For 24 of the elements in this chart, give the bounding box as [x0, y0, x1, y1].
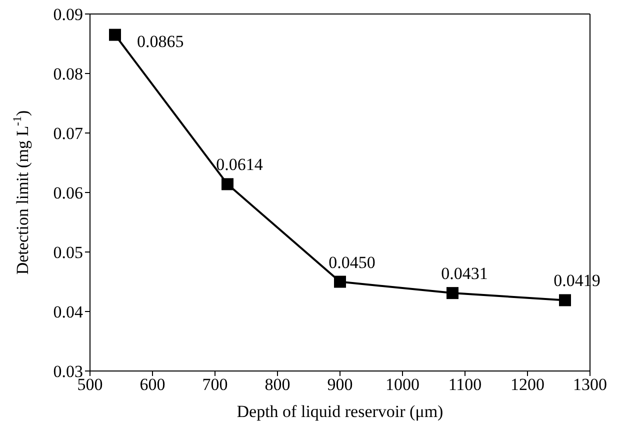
y-tick-label: 0.05 — [53, 243, 83, 262]
y-tick-label: 0.07 — [53, 124, 84, 144]
x-tick-label: 1100 — [448, 375, 482, 394]
y-tick-label: 0.06 — [53, 184, 83, 203]
data-label: 0.0614 — [216, 155, 264, 174]
data-label: 0.0450 — [328, 252, 376, 272]
x-tick-label: 1300 — [573, 375, 607, 394]
point — [222, 178, 234, 190]
x-tick-label: 1200 — [510, 375, 544, 394]
point — [559, 294, 571, 306]
x-tick-label: 1000 — [386, 375, 420, 394]
y-tick-label: 0.08 — [53, 64, 83, 84]
y-tick-label: 0.09 — [53, 5, 83, 24]
x-axis-title: Depth of liquid reservoir (μm) — [236, 402, 444, 421]
data-label: 0.0431 — [441, 264, 488, 284]
data-label: 0.0865 — [137, 32, 184, 51]
x-tick-label: 700 — [202, 375, 228, 394]
x-tick-label: 600 — [140, 375, 166, 394]
point — [446, 287, 458, 300]
x-tick-label: 900 — [327, 375, 353, 394]
point — [109, 28, 121, 41]
y-tick-label: 0.04 — [53, 302, 84, 322]
point — [334, 276, 346, 288]
x-tick-label: 800 — [264, 375, 290, 394]
